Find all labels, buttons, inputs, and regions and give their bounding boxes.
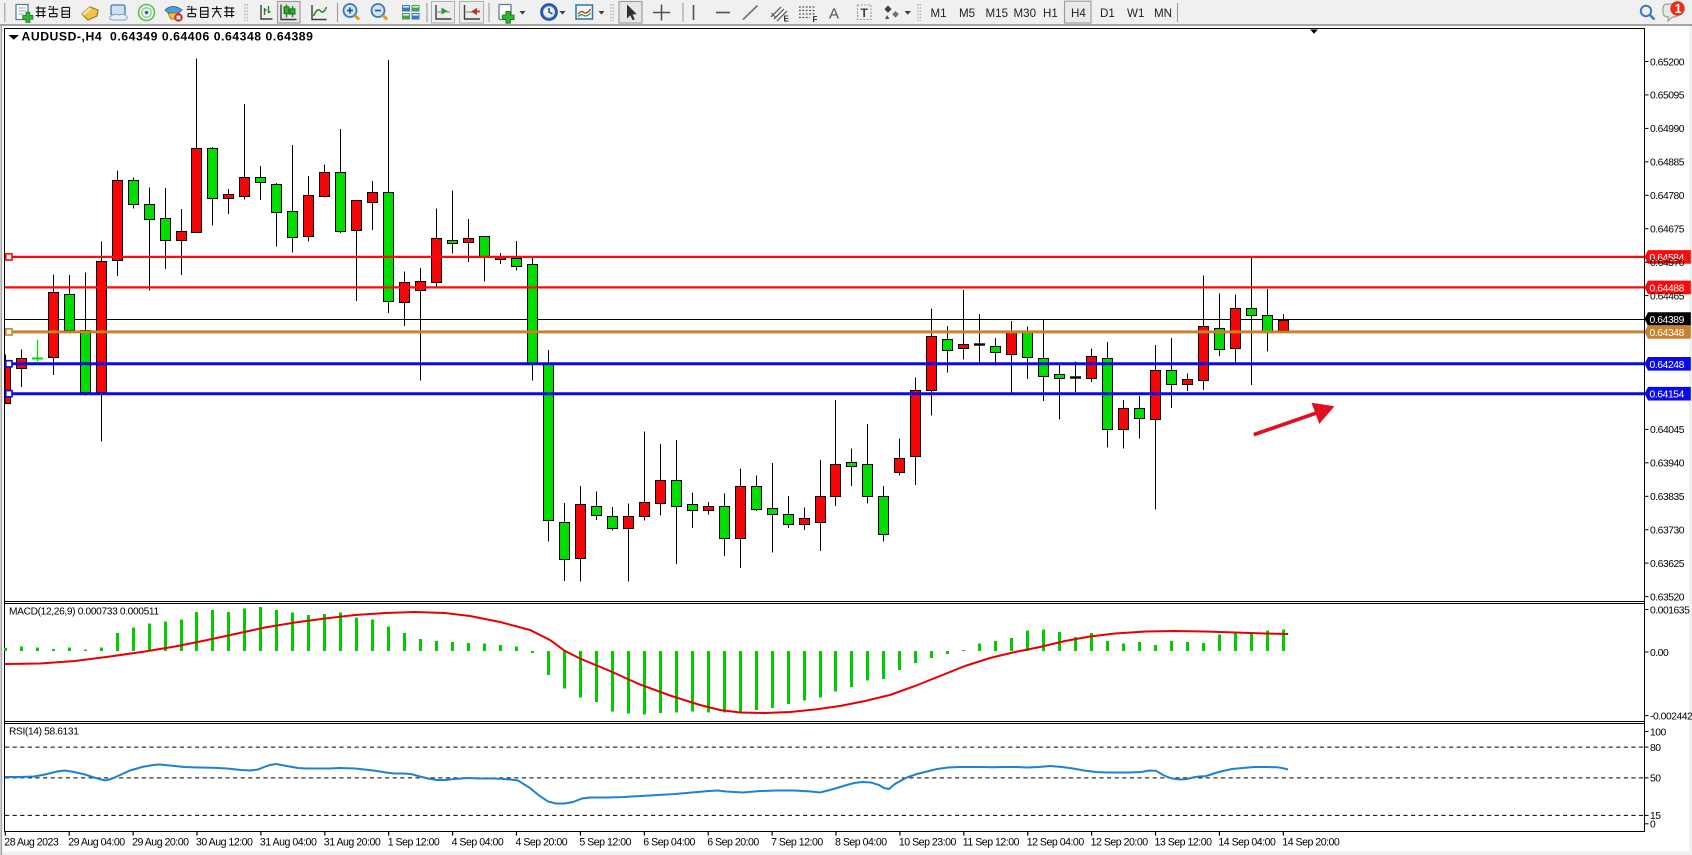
svg-text:29 Aug 04:00: 29 Aug 04:00 [68,837,125,849]
svg-text:T: T [861,6,869,20]
svg-text:M15: M15 [986,7,1009,20]
svg-text:0: 0 [1650,820,1656,831]
svg-text:A: A [829,6,839,23]
svg-text:4 Sep 20:00: 4 Sep 20:00 [516,837,568,849]
svg-text:0.64780: 0.64780 [1650,191,1685,202]
svg-text:50: 50 [1650,774,1661,785]
svg-text:0.64389: 0.64389 [1650,315,1685,326]
svg-text:4 Sep 04:00: 4 Sep 04:00 [452,837,504,849]
svg-text:0.64045: 0.64045 [1650,425,1685,436]
svg-text:0.65200: 0.65200 [1650,57,1685,68]
svg-text:F: F [813,15,818,24]
svg-text:12 Sep 20:00: 12 Sep 20:00 [1091,837,1149,849]
svg-text:8 Sep 04:00: 8 Sep 04:00 [835,837,887,849]
svg-text:100: 100 [1650,727,1667,738]
svg-text:0.64248: 0.64248 [1650,360,1685,371]
svg-text:1: 1 [1675,2,1682,16]
svg-text:0.64348: 0.64348 [1650,328,1685,339]
svg-text:0.64465: 0.64465 [1650,291,1685,302]
svg-text:15: 15 [1650,811,1661,822]
svg-text:28 Aug 2023: 28 Aug 2023 [4,837,59,849]
svg-text:M5: M5 [959,7,975,20]
svg-text:80: 80 [1650,743,1661,754]
svg-text:30 Aug 12:00: 30 Aug 12:00 [196,837,253,849]
svg-text:W1: W1 [1127,7,1144,20]
svg-text:0.63940: 0.63940 [1650,459,1685,470]
svg-text:AUDUSD-,H4 0.64349 0.64406 0.: AUDUSD-,H4 0.64349 0.64406 0.64348 0.643… [22,30,314,44]
svg-text:0.00: 0.00 [1650,648,1669,659]
svg-text:31 Aug 20:00: 31 Aug 20:00 [324,837,381,849]
svg-text:M1: M1 [931,7,947,20]
svg-text:0.64885: 0.64885 [1650,158,1685,169]
svg-text:0.64488: 0.64488 [1650,283,1685,294]
svg-text:6 Sep 04:00: 6 Sep 04:00 [643,837,695,849]
svg-text:0.64570: 0.64570 [1650,258,1685,269]
svg-text:0.64990: 0.64990 [1650,124,1685,135]
svg-text:0.64584: 0.64584 [1650,253,1685,264]
svg-text:5 Sep 12:00: 5 Sep 12:00 [579,837,631,849]
svg-text:13 Sep 12:00: 13 Sep 12:00 [1155,837,1213,849]
svg-text:12 Sep 04:00: 12 Sep 04:00 [1027,837,1085,849]
svg-text:RSI(14) 58.6131: RSI(14) 58.6131 [9,727,79,738]
svg-text:MN: MN [1154,7,1172,20]
svg-text:14 Sep 04:00: 14 Sep 04:00 [1218,837,1276,849]
svg-text:6 Sep 20:00: 6 Sep 20:00 [707,837,759,849]
svg-text:D1: D1 [1100,7,1115,20]
svg-text:14 Sep 20:00: 14 Sep 20:00 [1282,837,1340,849]
svg-text:H1: H1 [1043,7,1058,20]
svg-text:M30: M30 [1014,7,1037,20]
svg-text:0.64154: 0.64154 [1650,390,1685,401]
svg-text:1 Sep 12:00: 1 Sep 12:00 [388,837,440,849]
svg-text:0.63625: 0.63625 [1650,559,1685,570]
svg-text:E: E [784,15,790,24]
svg-text:0.63835: 0.63835 [1650,492,1685,503]
svg-text:-0.002442: -0.002442 [1650,711,1692,722]
svg-text:7 Sep 12:00: 7 Sep 12:00 [771,837,823,849]
svg-text:0.64675: 0.64675 [1650,225,1685,236]
svg-text:0.63730: 0.63730 [1650,526,1685,537]
svg-text:0.001635: 0.001635 [1650,605,1690,616]
svg-text:MACD(12,26,9) 0.000733 0.00051: MACD(12,26,9) 0.000733 0.000511 [9,607,159,618]
svg-text:31 Aug 04:00: 31 Aug 04:00 [260,837,317,849]
svg-text:0.65095: 0.65095 [1650,91,1685,102]
svg-text:11 Sep 12:00: 11 Sep 12:00 [963,837,1020,849]
svg-text:0.63520: 0.63520 [1650,592,1685,603]
svg-text:H4: H4 [1071,7,1086,20]
svg-text:10 Sep 23:00: 10 Sep 23:00 [899,837,957,849]
svg-text:29 Aug 20:00: 29 Aug 20:00 [132,837,189,849]
